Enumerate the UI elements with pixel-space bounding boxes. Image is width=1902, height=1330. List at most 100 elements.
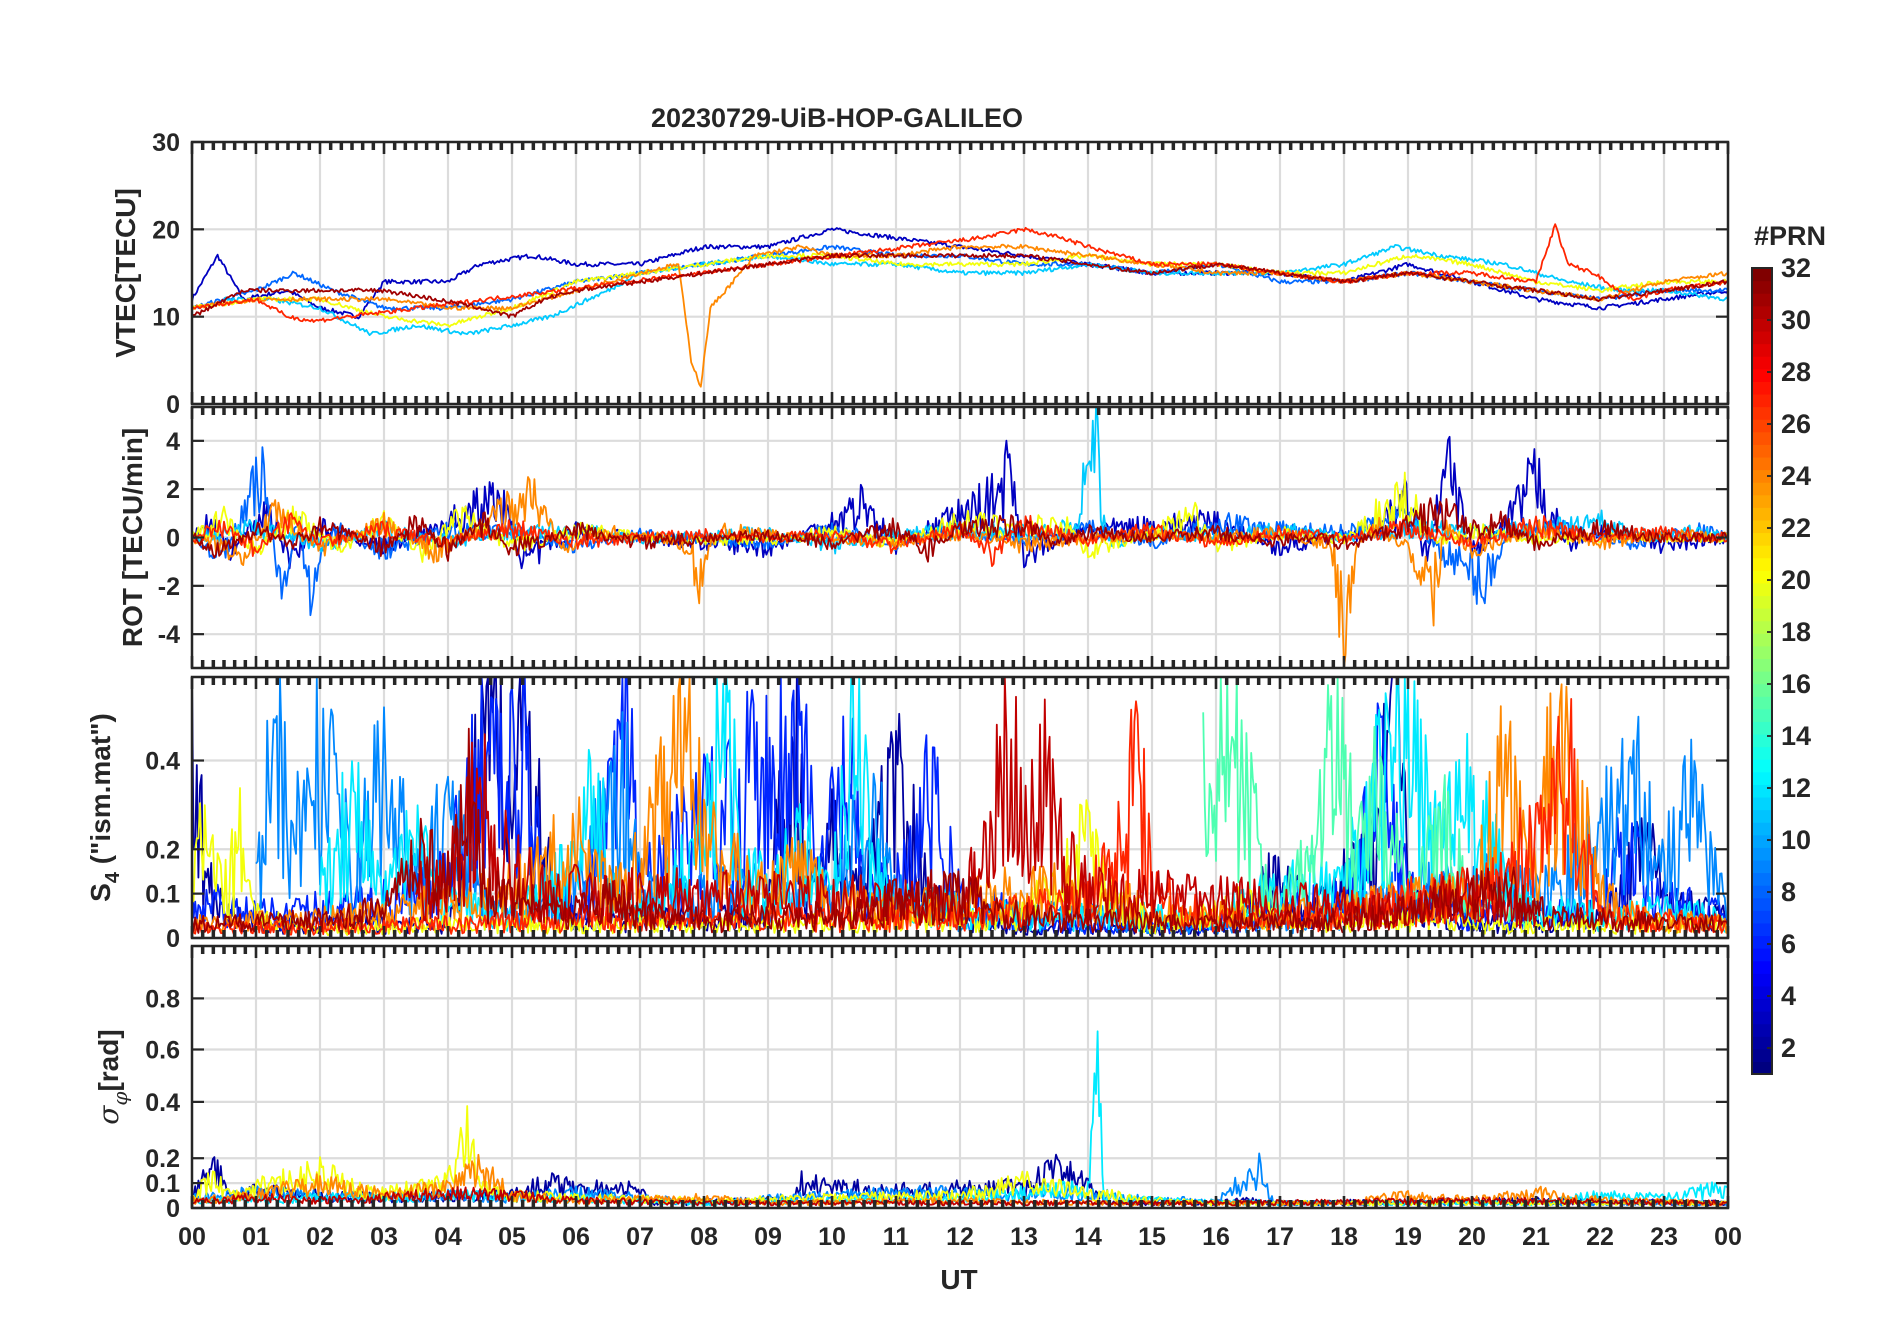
colorbar-segment (1752, 872, 1772, 886)
y-axis-label-rot: ROT [TECU/min] (117, 428, 148, 647)
colorbar-segment (1752, 1023, 1772, 1037)
panel-rot: -4 -2 0 2 4 ROT [TECU/min] (117, 405, 1730, 670)
x-axis-label: UT (940, 1264, 977, 1295)
colorbar-segment (1752, 796, 1772, 811)
colorbar-tick-label: 14 (1781, 721, 1811, 751)
colorbar-title: #PRN (1754, 221, 1826, 251)
x-tick-label: 21 (1522, 1223, 1550, 1251)
y-tick-label: 0.4 (145, 748, 180, 776)
series-line-prn-27 (192, 512, 1728, 567)
colorbar-segment (1752, 671, 1772, 685)
colorbar-segment (1752, 268, 1772, 282)
colorbar-segment (1752, 910, 1772, 924)
colorbar-segment (1752, 834, 1772, 848)
colorbar-segment (1752, 381, 1772, 395)
colorbar-segment (1752, 343, 1772, 357)
colorbar-segment (1752, 1048, 1772, 1063)
y-tick-label: 0.1 (145, 1170, 180, 1198)
colorbar-segment (1752, 885, 1772, 899)
colorbar-segment (1752, 1011, 1772, 1025)
x-tick-label: 12 (946, 1223, 974, 1251)
x-tick-label: 18 (1330, 1223, 1358, 1251)
y-tick-label: 2 (166, 476, 180, 504)
colorbar-segment (1752, 532, 1772, 546)
colorbar-tick-label: 18 (1781, 617, 1811, 647)
x-tick-label: 01 (242, 1223, 270, 1251)
colorbar-segment (1752, 356, 1772, 370)
x-tick-label: 06 (562, 1223, 590, 1251)
x-tick-label: 11 (883, 1223, 910, 1251)
colorbar-tick-label: 30 (1781, 305, 1811, 335)
x-tick-label: 05 (498, 1223, 526, 1251)
colorbar-segment (1752, 1061, 1772, 1075)
colorbar-segment (1752, 456, 1772, 471)
colorbar-segment (1752, 305, 1772, 319)
y-tick-label: 0.2 (145, 1145, 180, 1173)
colorbar-segment (1752, 570, 1772, 584)
x-tick-label: 04 (434, 1223, 462, 1251)
x-tick-label: 16 (1202, 1223, 1230, 1251)
x-tick-label: 15 (1138, 1223, 1166, 1251)
chart-title: 20230729-UiB-HOP-GALILEO (651, 103, 1023, 133)
series-line-prn-31 (192, 497, 1728, 563)
colorbar-segment (1752, 293, 1772, 307)
colorbar-tick-label: 26 (1781, 409, 1811, 439)
colorbar-segment (1752, 482, 1772, 496)
colorbar-segment (1752, 330, 1772, 345)
colorbar-segment (1752, 935, 1772, 949)
series-line-prn-20 (192, 252, 1728, 328)
y-tick-label: 0 (166, 1195, 180, 1223)
colorbar-segment (1752, 973, 1772, 987)
colorbar-segment (1752, 847, 1772, 861)
y-tick-label: 0 (166, 391, 180, 419)
colorbar-tick-label: 22 (1781, 513, 1811, 543)
colorbar-segment (1752, 897, 1772, 911)
x-ticks-vtec (190, 140, 1730, 406)
colorbar-tick-label: 28 (1781, 357, 1811, 387)
x-ticks-rot (190, 407, 1730, 668)
y-tick-label: -2 (158, 573, 180, 601)
colorbar-tick-label: 16 (1781, 669, 1811, 699)
y-tick-label: 0.4 (145, 1089, 180, 1117)
y-tick-label: 0.1 (145, 881, 180, 909)
y-tick-label: -4 (158, 621, 180, 649)
grid-vtec (192, 142, 1728, 404)
colorbar-segment (1752, 406, 1772, 420)
y-tick-label: 0 (166, 525, 180, 553)
x-tick-label: 00 (178, 1223, 206, 1251)
panel-s4: 0 0.1 0.2 0.4 S4 ("ism.mat") (85, 675, 1730, 953)
colorbar-segment (1752, 519, 1772, 534)
x-axis: 00 01 02 03 04 05 06 07 08 09 10 11 12 13 14 15 16 17 18 19… (178, 1223, 1742, 1251)
colorbar-box (1751, 267, 1773, 1075)
y-tick-label: 0 (166, 925, 180, 953)
colorbar-segment (1752, 469, 1772, 483)
colorbar-segment (1752, 759, 1772, 773)
colorbar-segment (1752, 507, 1772, 521)
x-tick-label: 00 (1714, 1223, 1742, 1251)
x-ticks-sigma (190, 946, 1730, 1210)
colorbar-segment (1752, 494, 1772, 508)
y-axis-label-s4: S4 ("ism.mat") (85, 713, 124, 902)
colorbar-segment (1752, 633, 1772, 647)
x-tick-label: 09 (754, 1223, 782, 1251)
colorbar-segment (1752, 318, 1772, 332)
colorbar-segment (1752, 431, 1772, 445)
series-group-vtec (192, 223, 1728, 388)
colorbar-segment (1752, 645, 1772, 660)
colorbar-segment (1752, 280, 1772, 294)
y-tick-label: 10 (152, 304, 180, 332)
panel-vtec: 0 10 20 30 VTEC[TECU] (110, 129, 1730, 419)
colorbar-segment (1752, 985, 1772, 1000)
colorbar-segment (1752, 419, 1772, 433)
colorbar-segment (1752, 708, 1772, 722)
x-tick-label: 08 (690, 1223, 718, 1251)
series-line-prn-30 (415, 677, 1537, 930)
colorbar-segment (1752, 822, 1772, 836)
colorbar-segment (1752, 582, 1772, 597)
x-tick-label: 03 (370, 1223, 398, 1251)
x-tick-label: 07 (626, 1223, 654, 1251)
colorbar-segment (1752, 960, 1772, 974)
colorbar-segment (1752, 658, 1772, 672)
colorbar-tick-label: 4 (1781, 981, 1796, 1011)
